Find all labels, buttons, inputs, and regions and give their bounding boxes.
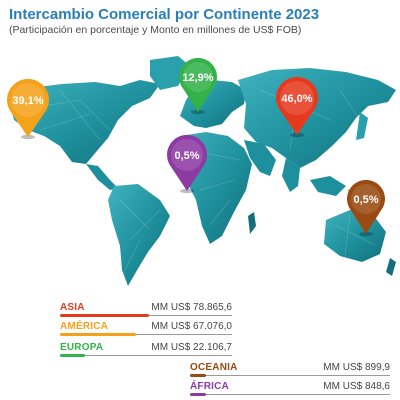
legend-value: MM US$ 78.865,6 xyxy=(151,302,232,313)
pin-share-label: 0,5% xyxy=(174,150,199,162)
legend-bar xyxy=(60,333,137,336)
legend-bar xyxy=(60,354,86,357)
map-pin-oceanía: 0,5% xyxy=(347,179,385,237)
legend-label: EUROPA xyxy=(60,342,104,353)
legend-value: MM US$ 899,9 xyxy=(323,362,390,373)
legend-track xyxy=(60,354,232,357)
australia-shape xyxy=(324,210,386,262)
pin-body xyxy=(7,78,49,137)
legend-bar xyxy=(190,374,206,377)
pin-body xyxy=(347,179,385,234)
madagascar-shape xyxy=(248,212,256,234)
pin-share-label: 12,9% xyxy=(182,72,213,84)
legend-row-5: ÁFRICA MM US$ 848,6 xyxy=(190,381,390,399)
legend-track xyxy=(60,333,232,336)
pin-share-label: 46,0% xyxy=(281,93,312,105)
pin-body xyxy=(276,76,318,135)
chart-title: Intercambio Comercial por Continente 202… xyxy=(9,6,320,23)
legend-value: MM US$ 22.106,7 xyxy=(151,342,232,353)
legend-label: AMÉRICA xyxy=(60,321,109,332)
legend-bar xyxy=(190,393,206,396)
legend-value: MM US$ 848,6 xyxy=(323,381,390,392)
map-pin-europa: 12,9% xyxy=(179,57,217,115)
chart-subtitle: (Participación en porcentaje y Monto en … xyxy=(9,24,302,36)
legend-row-2: AMÉRICA MM US$ 67.076,0 xyxy=(60,321,232,339)
legend-label: OCEANIA xyxy=(190,362,238,373)
south-asia-shape xyxy=(244,140,300,192)
legend-label: ÁFRICA xyxy=(190,381,229,392)
pins-layer: 46,0% 39,1% 12,9% 0,5% 0,5% xyxy=(7,57,385,237)
japan-shape xyxy=(356,112,368,140)
world-map: 46,0% 39,1% 12,9% 0,5% 0,5% xyxy=(7,56,396,286)
map-pin-asia: 46,0% xyxy=(276,76,318,138)
legend-track xyxy=(60,314,232,317)
legend-value: MM US$ 67.076,0 xyxy=(151,321,232,332)
pin-share-label: 0,5% xyxy=(353,194,378,206)
pin-body xyxy=(179,57,217,112)
legend-track xyxy=(190,393,390,396)
legend-track xyxy=(190,374,390,377)
map-pin-áfrica: 0,5% xyxy=(167,134,207,194)
legend-bar xyxy=(60,314,150,317)
new-zealand-shape xyxy=(386,258,396,276)
central-america-shape xyxy=(86,164,118,190)
legend-row-1: ASIA MM US$ 78.865,6 xyxy=(60,302,232,320)
pin-body xyxy=(167,134,207,191)
map-pin-américa: 39,1% xyxy=(7,78,49,140)
south-america-shape xyxy=(108,184,170,286)
legend-row-3: EUROPA MM US$ 22.106,7 xyxy=(60,342,232,360)
legend-row-4: OCEANIA MM US$ 899,9 xyxy=(190,362,390,380)
legend-label: ASIA xyxy=(60,302,85,313)
pin-share-label: 39,1% xyxy=(12,95,43,107)
